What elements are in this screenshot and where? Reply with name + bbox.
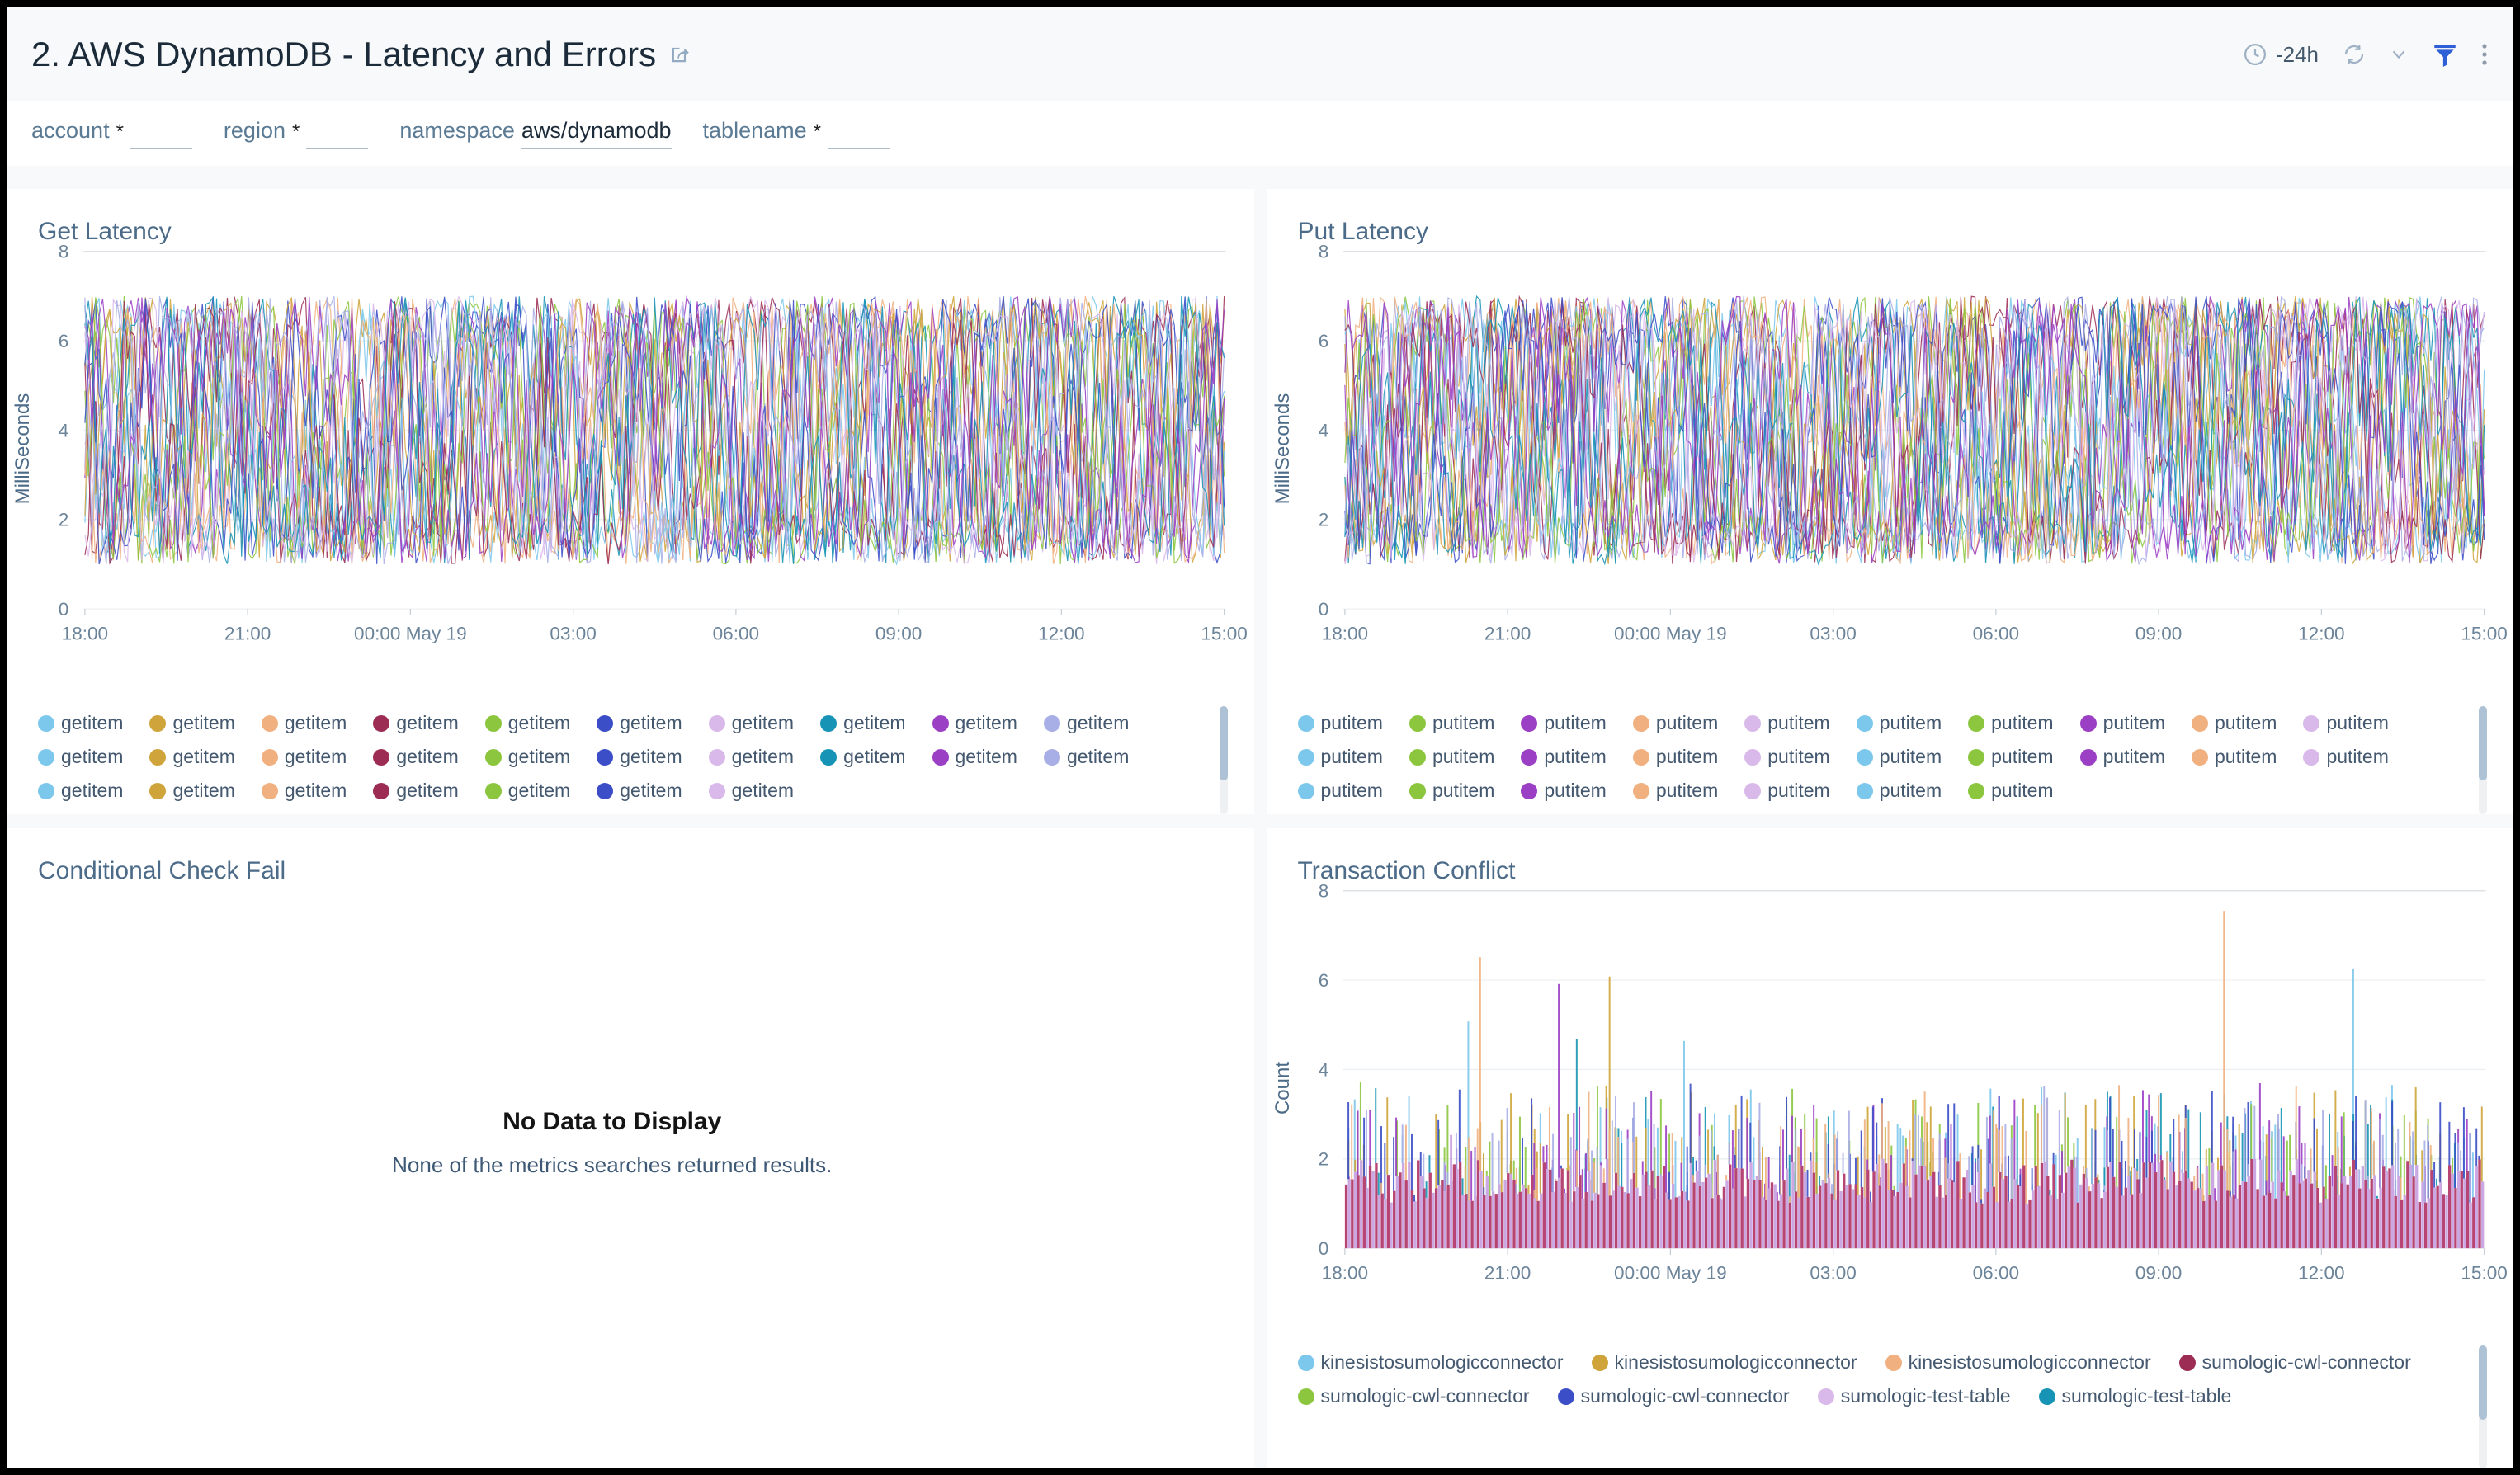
svg-text:18:00: 18:00 (1321, 623, 1367, 643)
svg-text:21:00: 21:00 (224, 623, 271, 643)
svg-text:03:00: 03:00 (550, 623, 596, 643)
svg-text:6: 6 (1318, 331, 1328, 351)
svg-text:2: 2 (1318, 1149, 1328, 1170)
svg-text:15:00: 15:00 (2461, 1262, 2507, 1283)
svg-text:0: 0 (1318, 599, 1328, 620)
svg-text:4: 4 (59, 420, 69, 441)
svg-text:18:00: 18:00 (62, 623, 108, 643)
svg-text:09:00: 09:00 (2135, 623, 2181, 643)
svg-text:03:00: 03:00 (1810, 623, 1856, 643)
svg-text:00:00 May 19: 00:00 May 19 (1614, 1262, 1727, 1283)
svg-text:0: 0 (1318, 1238, 1328, 1259)
svg-text:2: 2 (59, 510, 69, 530)
svg-text:00:00 May 19: 00:00 May 19 (354, 623, 467, 643)
svg-text:06:00: 06:00 (1972, 1262, 2018, 1283)
svg-text:6: 6 (59, 331, 69, 351)
svg-text:8: 8 (1318, 881, 1328, 902)
svg-text:21:00: 21:00 (1484, 1262, 1530, 1283)
svg-text:18:00: 18:00 (1321, 1262, 1367, 1283)
svg-text:2: 2 (1318, 510, 1328, 530)
svg-text:00:00 May 19: 00:00 May 19 (1614, 623, 1727, 643)
svg-text:8: 8 (1318, 242, 1328, 262)
svg-text:03:00: 03:00 (1810, 1262, 1856, 1283)
svg-text:09:00: 09:00 (2135, 1262, 2181, 1283)
svg-text:0: 0 (59, 599, 69, 620)
svg-text:12:00: 12:00 (2298, 1262, 2344, 1283)
svg-text:15:00: 15:00 (1201, 623, 1247, 643)
svg-text:06:00: 06:00 (1972, 623, 2018, 643)
svg-text:15:00: 15:00 (2461, 623, 2507, 643)
svg-text:21:00: 21:00 (1484, 623, 1530, 643)
svg-text:12:00: 12:00 (1038, 623, 1084, 643)
svg-text:8: 8 (59, 242, 69, 262)
svg-text:12:00: 12:00 (2298, 623, 2344, 643)
svg-text:6: 6 (1318, 970, 1328, 991)
svg-text:09:00: 09:00 (875, 623, 922, 643)
svg-text:4: 4 (1318, 1059, 1328, 1080)
svg-text:06:00: 06:00 (713, 623, 759, 643)
svg-text:4: 4 (1318, 420, 1328, 441)
